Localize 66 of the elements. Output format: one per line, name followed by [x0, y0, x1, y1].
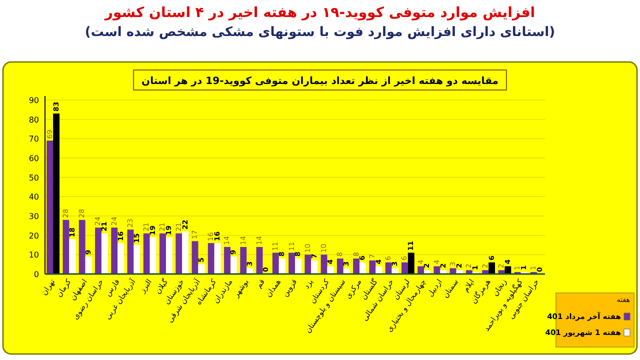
bar [424, 270, 430, 274]
bar [369, 260, 376, 274]
bar [278, 258, 286, 274]
chart-subtitle: (استانای دارای افزایش موارد فوت با ستونهای مشکی مشخص شده است) [84, 25, 556, 40]
bar [46, 140, 54, 274]
bar [118, 243, 124, 274]
text: مقایسه دو هفته اخیر از نظر تعداد بیماران متوفی کووید-19 در هر استان [142, 76, 498, 87]
y-tick-label: 0 [34, 270, 39, 279]
bar [440, 270, 447, 274]
bar [143, 233, 150, 274]
y-tick-label: 60 [28, 154, 39, 163]
bar [434, 266, 440, 274]
bar [150, 237, 156, 274]
bar [376, 266, 382, 274]
bar [224, 246, 230, 274]
bar [256, 246, 263, 274]
bar [401, 262, 408, 274]
bar [160, 233, 166, 274]
bar [85, 256, 92, 274]
bar [336, 258, 344, 274]
y-tick-label: 50 [28, 173, 39, 182]
y-tick-label: 20 [28, 231, 39, 240]
bar [311, 260, 318, 274]
bar [246, 268, 254, 274]
bar [360, 262, 366, 274]
bar [176, 233, 182, 274]
bar [166, 237, 172, 274]
bar [272, 252, 279, 274]
bar [69, 239, 76, 274]
bar [498, 270, 505, 274]
bar [240, 246, 247, 274]
bar [62, 220, 70, 274]
bar [304, 254, 312, 274]
bar [320, 254, 328, 274]
bar [78, 220, 86, 274]
chart-title: افزایش موارد متوفی کووید-۱۹ در هفته اخیر در ۴ استان کشور [104, 5, 536, 21]
y-tick-label: 30 [28, 212, 39, 221]
bar [192, 241, 198, 274]
y-tick-label: 90 [28, 96, 39, 105]
bar [488, 262, 495, 274]
bar [230, 256, 237, 274]
bar [353, 258, 360, 274]
bar [385, 262, 392, 274]
bar [111, 228, 118, 274]
bar [343, 268, 350, 274]
bar [127, 230, 134, 274]
bar [450, 268, 456, 274]
bar [198, 264, 205, 274]
y-tick-label: 40 [28, 192, 39, 202]
bar [208, 243, 214, 274]
bar [214, 243, 221, 274]
bar [53, 114, 60, 274]
bar [288, 252, 295, 274]
bar [482, 270, 489, 274]
bar [418, 266, 424, 274]
y-tick-label: 80 [28, 115, 39, 124]
bar [295, 258, 302, 274]
y-tick-label: 10 [28, 250, 39, 260]
bar [408, 252, 414, 274]
bar [182, 231, 189, 274]
bar [134, 245, 140, 274]
bar [504, 266, 512, 274]
bar [95, 228, 102, 274]
y-tick-label: 70 [28, 134, 39, 144]
bar [101, 233, 108, 274]
bar [466, 270, 472, 274]
